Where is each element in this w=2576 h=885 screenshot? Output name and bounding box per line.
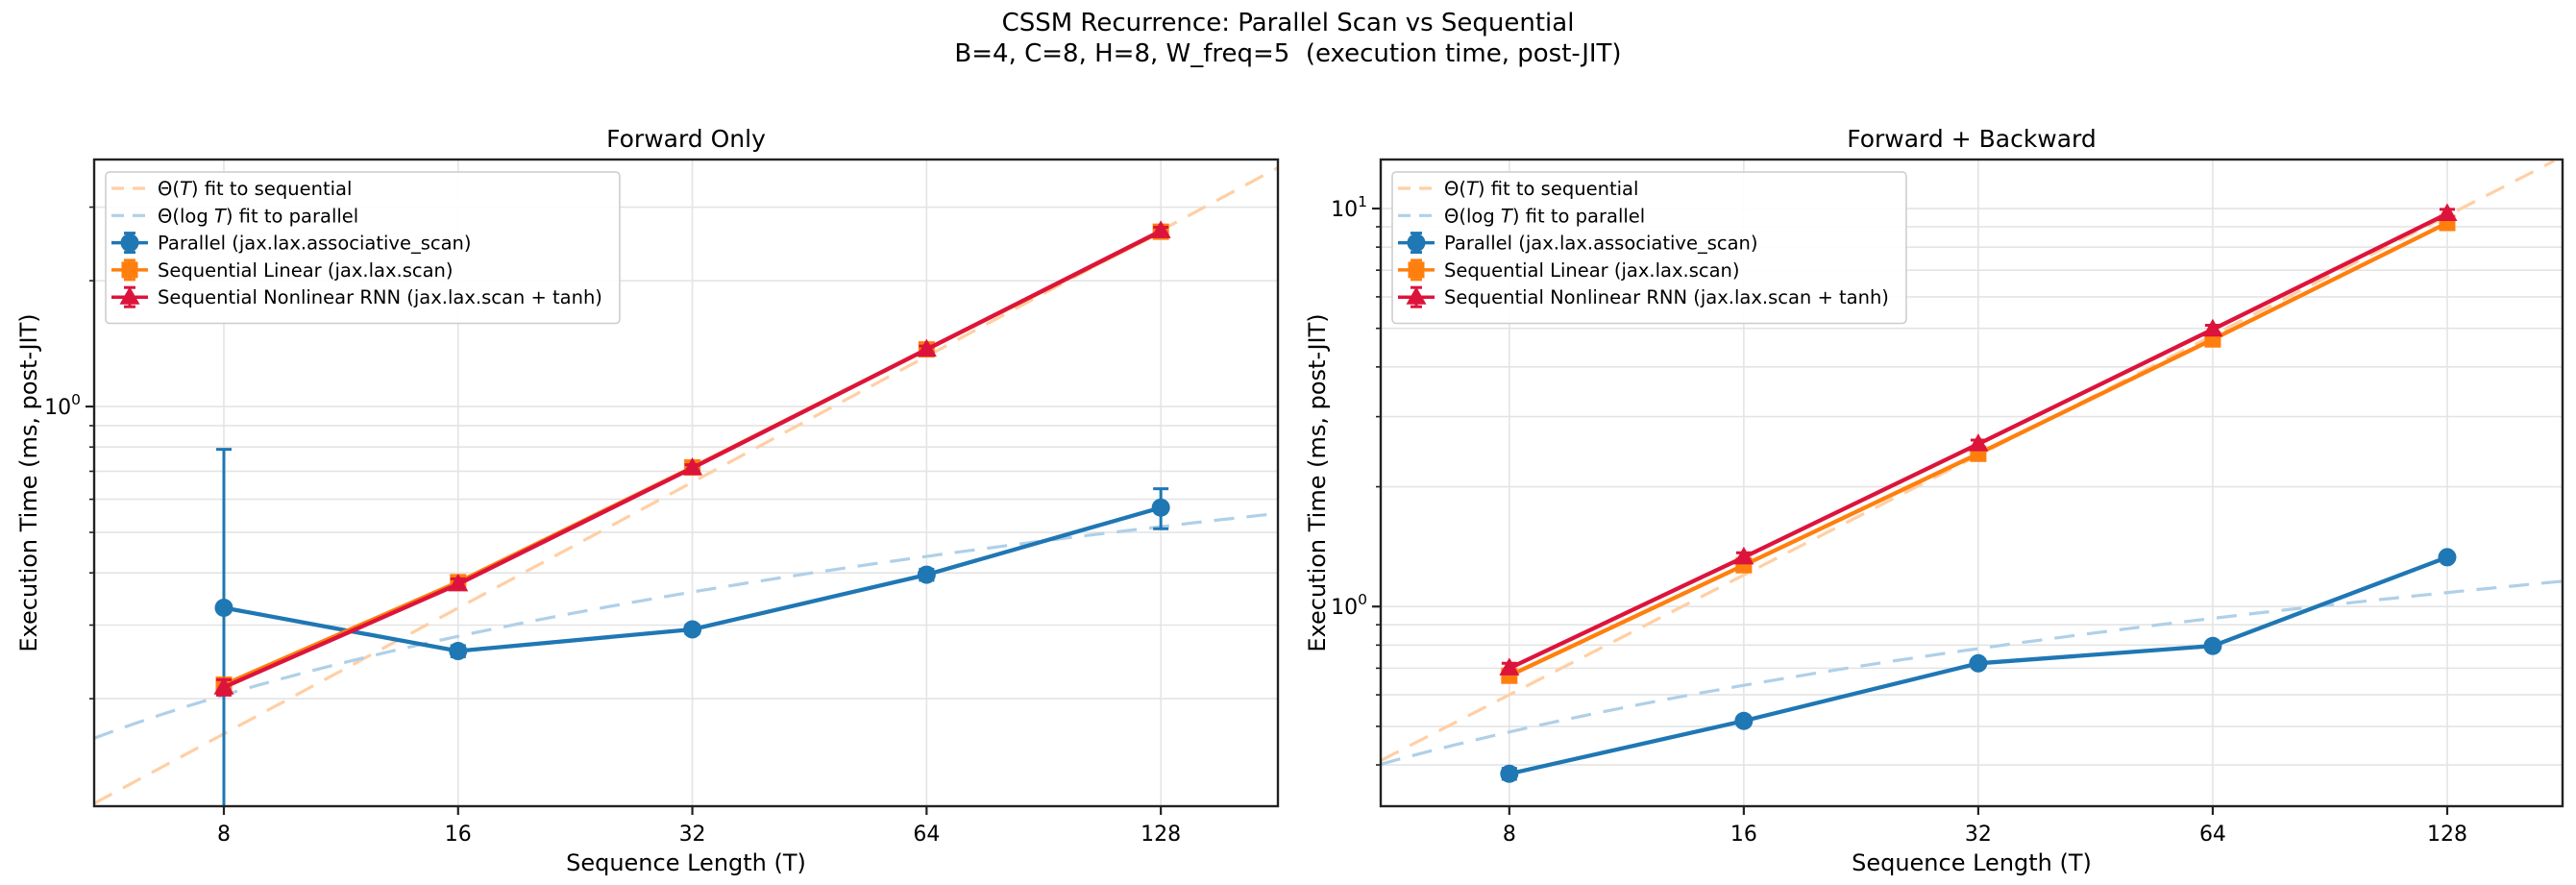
data-point-marker — [1150, 220, 1171, 238]
plot-title: Forward + Backward — [1847, 125, 2097, 153]
series-fit-parallel — [1380, 579, 2564, 766]
data-point-marker — [1408, 261, 1425, 279]
legend-item-fit-parallel: Θ(log T) fit to parallel — [111, 205, 358, 227]
legend-item-fit-sequential: Θ(T) fit to sequential — [111, 178, 352, 200]
data-point-marker — [214, 599, 233, 618]
data-point-marker — [2437, 203, 2458, 222]
data-point-marker — [121, 261, 138, 279]
data-point-marker — [682, 456, 703, 476]
legend-label: Sequential Linear (jax.lax.scan) — [158, 259, 454, 282]
data-point-marker — [120, 234, 139, 253]
plot-title: Forward Only — [606, 125, 766, 153]
series-seq-nonlinear — [1499, 203, 2458, 676]
legend-label: Θ(T) fit to sequential — [1444, 178, 1638, 200]
legend-label: Θ(log T) fit to parallel — [158, 205, 358, 227]
x-tick-label: 16 — [445, 823, 472, 847]
data-point-marker — [1151, 498, 1170, 517]
legend-label: Sequential Linear (jax.lax.scan) — [1444, 259, 1740, 282]
legend: Θ(T) fit to sequential Θ(log T) fit to pa… — [1391, 171, 1907, 325]
fit-line — [93, 511, 1279, 740]
legend-item-seq-linear: Sequential Linear (jax.lax.scan) — [111, 258, 454, 282]
data-point-marker — [2438, 548, 2457, 567]
y-tick-label: 100 — [1331, 591, 1367, 620]
x-axis-label: Sequence Length (T) — [1852, 849, 2092, 876]
data-point-marker — [1969, 653, 1988, 673]
legend-box — [105, 171, 621, 325]
data-point-marker — [1733, 546, 1754, 565]
grid — [94, 160, 1278, 806]
data-point-marker — [448, 573, 469, 592]
x-axis-label: Sequence Length (T) — [566, 849, 806, 876]
data-point-marker — [2202, 318, 2223, 337]
x-tick-label: 32 — [1965, 823, 1992, 847]
data-point-marker — [1500, 764, 1519, 783]
subplot-forward-only: 8 16 32 64 128 100 Forward Only Sequence Length… — [15, 125, 1280, 876]
y-axis: 100 — [44, 206, 94, 700]
y-tick-label: 101 — [1331, 193, 1367, 222]
x-tick-label: 16 — [1730, 823, 1757, 847]
legend-item-seq-nonlinear: Sequential Nonlinear RNN (jax.lax.scan +… — [111, 285, 602, 308]
x-tick-label: 64 — [2199, 823, 2226, 847]
axes-spines — [92, 158, 1280, 808]
legend-box — [1391, 171, 1907, 325]
fit-line — [1380, 579, 2564, 766]
data-point-marker — [1734, 711, 1754, 730]
axes-spines — [1379, 158, 2564, 808]
data-point-marker — [119, 286, 140, 305]
legend-item-seq-nonlinear: Sequential Nonlinear RNN (jax.lax.scan +… — [1398, 285, 1889, 308]
legend-label: Parallel (jax.lax.associative_scan) — [158, 233, 472, 255]
y-axis: 100 101 — [1331, 193, 1381, 766]
legend-item-fit-sequential: Θ(T) fit to sequential — [1398, 178, 1638, 200]
legend-item-parallel: Parallel (jax.lax.associative_scan) — [111, 232, 472, 255]
x-tick-label: 128 — [1141, 823, 1181, 847]
legend-label: Sequential Nonlinear RNN (jax.lax.scan +… — [1444, 286, 1889, 308]
series-parallel — [1500, 548, 2457, 783]
x-axis: 8 16 32 64 128 — [1503, 806, 2467, 847]
subplot-forward-backward: 8 16 32 64 128 100 101 Forward + Backward Sequen… — [1304, 125, 2564, 876]
legend-item-seq-linear: Sequential Linear (jax.lax.scan) — [1398, 258, 1740, 282]
figure-title: CSSM Recurrence: Parallel Scan vs Sequen… — [1001, 9, 1575, 37]
x-tick-label: 8 — [217, 823, 231, 847]
data-point-marker — [917, 565, 936, 584]
figure-suptitle: CSSM Recurrence: Parallel Scan vs Sequen… — [0, 8, 2576, 69]
legend: Θ(T) fit to sequential Θ(log T) fit to pa… — [105, 171, 621, 325]
y-axis-label: Execution Time (ms, post-JIT) — [15, 313, 42, 651]
series-seq-nonlinear — [213, 220, 1171, 697]
series-fit-parallel — [93, 511, 1279, 740]
data-point-marker — [1406, 286, 1427, 305]
legend-label: Θ(log T) fit to parallel — [1444, 205, 1645, 227]
y-axis-label: Execution Time (ms, post-JIT) — [1304, 313, 1331, 651]
legend-item-parallel: Parallel (jax.lax.associative_scan) — [1398, 232, 1758, 255]
data-point-marker — [683, 620, 702, 639]
data-point-marker — [1968, 433, 1989, 452]
x-axis: 8 16 32 64 128 — [217, 806, 1181, 847]
y-tick-label: 100 — [44, 391, 81, 420]
legend-label: Θ(T) fit to sequential — [158, 178, 352, 200]
x-tick-label: 32 — [679, 823, 706, 847]
x-tick-label: 64 — [913, 823, 940, 847]
figure-subtitle: B=4, C=8, H=8, W_freq=5 (execution time,… — [954, 39, 1622, 68]
legend-label: Sequential Nonlinear RNN (jax.lax.scan +… — [158, 286, 602, 308]
data-point-marker — [449, 642, 468, 661]
data-point-marker — [1407, 234, 1426, 253]
legend-label: Parallel (jax.lax.associative_scan) — [1444, 233, 1758, 255]
legend-item-fit-parallel: Θ(log T) fit to parallel — [1398, 205, 1645, 227]
data-point-marker — [916, 338, 937, 357]
data-point-marker — [1499, 657, 1520, 676]
x-tick-label: 8 — [1503, 823, 1516, 847]
data-point-marker — [2203, 636, 2222, 655]
series-parallel — [214, 448, 1170, 806]
x-tick-label: 128 — [2427, 823, 2467, 847]
data-point-marker — [213, 676, 234, 695]
